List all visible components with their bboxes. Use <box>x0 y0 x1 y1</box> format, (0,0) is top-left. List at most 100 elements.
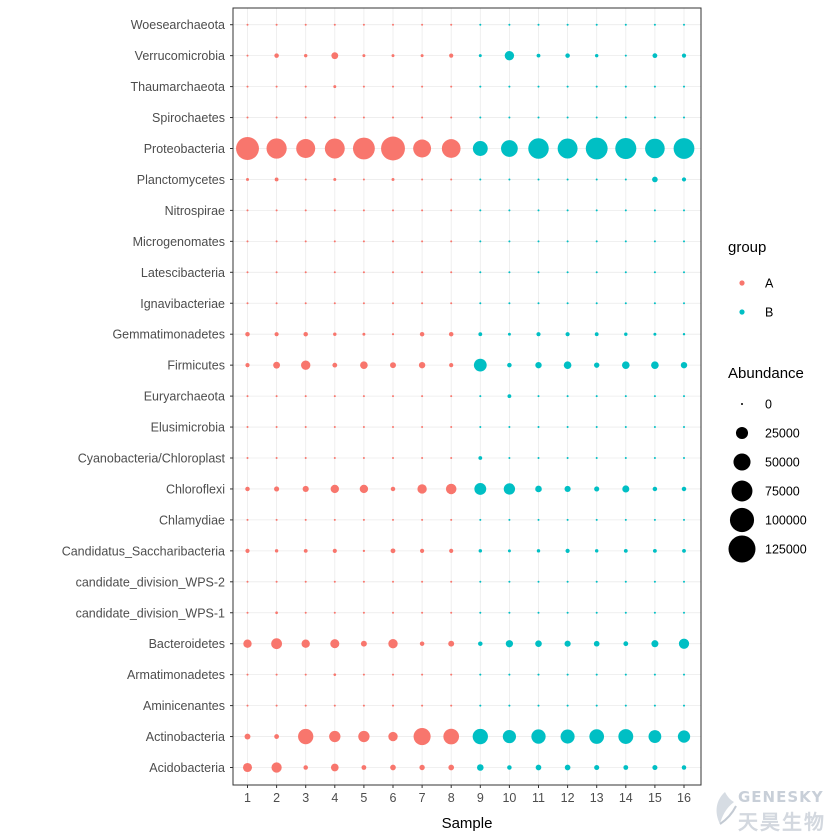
bubble-point <box>274 53 279 58</box>
bubble-point <box>508 673 511 676</box>
bubble-point <box>417 484 427 494</box>
bubble-point <box>683 240 685 243</box>
bubble-point <box>450 302 453 305</box>
bubble-point <box>362 457 365 459</box>
y-tick-label: Nitrospirae <box>165 204 225 218</box>
bubble-point <box>537 116 540 119</box>
bubble-point <box>566 240 569 243</box>
bubble-point <box>362 518 365 521</box>
legend-size-key <box>729 507 755 533</box>
bubble-point <box>624 611 627 614</box>
bubble-point <box>448 331 454 337</box>
genesky-watermark: GENESKY 天昊生物 <box>712 784 832 836</box>
bubble-point <box>392 611 394 614</box>
bubble-point <box>479 271 482 274</box>
bubble-point <box>623 548 628 553</box>
bubble-point <box>333 518 336 521</box>
bubble-point <box>594 362 600 368</box>
bubble-point <box>508 23 511 26</box>
bubble-point <box>536 549 541 553</box>
bubble-point <box>273 361 281 369</box>
bubble-point <box>246 302 249 305</box>
bubble-point <box>680 361 688 369</box>
y-tick-label: Cyanobacteria/Chloroplast <box>78 452 226 466</box>
bubble-point <box>537 580 540 583</box>
bubble-point <box>362 395 365 398</box>
bubble-point <box>507 549 511 553</box>
bubble-point <box>333 426 336 429</box>
bubble-point <box>390 548 396 554</box>
y-tick-label: Chlamydiae <box>159 513 225 527</box>
bubble-point <box>566 457 569 459</box>
bubble-point <box>450 271 453 274</box>
bubble-point <box>362 332 366 336</box>
bubble-point <box>275 580 278 583</box>
bubble-point <box>274 332 279 337</box>
bubble-point <box>594 764 600 771</box>
grid-lines <box>233 8 701 785</box>
bubble-point <box>566 302 569 305</box>
bubble-point <box>618 729 634 744</box>
bubble-point <box>333 240 336 243</box>
bubble-point <box>388 731 398 742</box>
bubble-point <box>449 548 454 553</box>
bubble-point <box>362 271 365 274</box>
bubble-point <box>653 23 656 26</box>
bubble-point <box>479 178 482 181</box>
bubble-point <box>624 395 627 398</box>
legend-size-label: 25000 <box>765 427 800 441</box>
bubble-point <box>595 518 598 521</box>
bubble-point <box>472 141 488 156</box>
bubble-point <box>275 23 278 26</box>
bubble-point <box>421 457 424 459</box>
bubble-point <box>362 209 365 212</box>
bubble-point <box>392 116 394 119</box>
bubble-point <box>563 361 572 369</box>
bubble-point <box>303 53 308 58</box>
bubble-point <box>507 362 512 368</box>
x-tick-label: 3 <box>302 791 309 805</box>
bubble-point <box>682 548 686 553</box>
bubble-point <box>362 54 366 58</box>
bubble-point <box>508 580 511 583</box>
bubble-point <box>683 23 685 26</box>
bubble-point <box>421 178 424 181</box>
bubble-point <box>653 85 656 88</box>
bubble-point <box>678 638 690 649</box>
bubble-point <box>566 23 569 26</box>
bubble-point <box>478 456 483 460</box>
bubble-point <box>566 518 569 521</box>
bubble-point <box>508 704 511 707</box>
bubble-point <box>332 548 337 553</box>
x-tick-label: 9 <box>477 791 484 805</box>
legend-size-key <box>741 403 743 405</box>
y-tick-label: Gemmatimonadetes <box>112 328 225 342</box>
bubble-point <box>275 518 278 521</box>
legend: group Abundance A B 0 25000 50000 75000 100000… <box>728 239 807 563</box>
bubble-point <box>421 395 424 398</box>
bubble-point <box>681 53 687 58</box>
bubble-point <box>360 361 368 369</box>
bubble-point <box>274 734 280 739</box>
bubble-point <box>566 85 569 88</box>
bubble-point <box>585 137 608 160</box>
bubble-point <box>275 611 278 615</box>
legend-size-label: 0 <box>765 398 772 412</box>
bubble-point <box>245 486 250 492</box>
bubble-point <box>537 209 540 212</box>
bubble-point <box>595 178 598 181</box>
bubble-point <box>450 611 453 614</box>
bubble-point <box>566 271 569 274</box>
bubble-point <box>333 704 336 707</box>
bubble-point <box>653 611 656 614</box>
bubble-point <box>304 395 307 398</box>
bubble-point <box>245 363 250 368</box>
y-tick-label: Candidatus_Saccharibacteria <box>62 544 225 558</box>
bubble-point <box>502 729 517 744</box>
bubble-point <box>673 138 695 159</box>
y-tick-label: Woesearchaeota <box>131 18 225 32</box>
bubble-point <box>450 426 453 429</box>
bubble-point <box>450 518 453 521</box>
bubble-point <box>390 486 396 492</box>
bubble-point <box>392 209 394 212</box>
